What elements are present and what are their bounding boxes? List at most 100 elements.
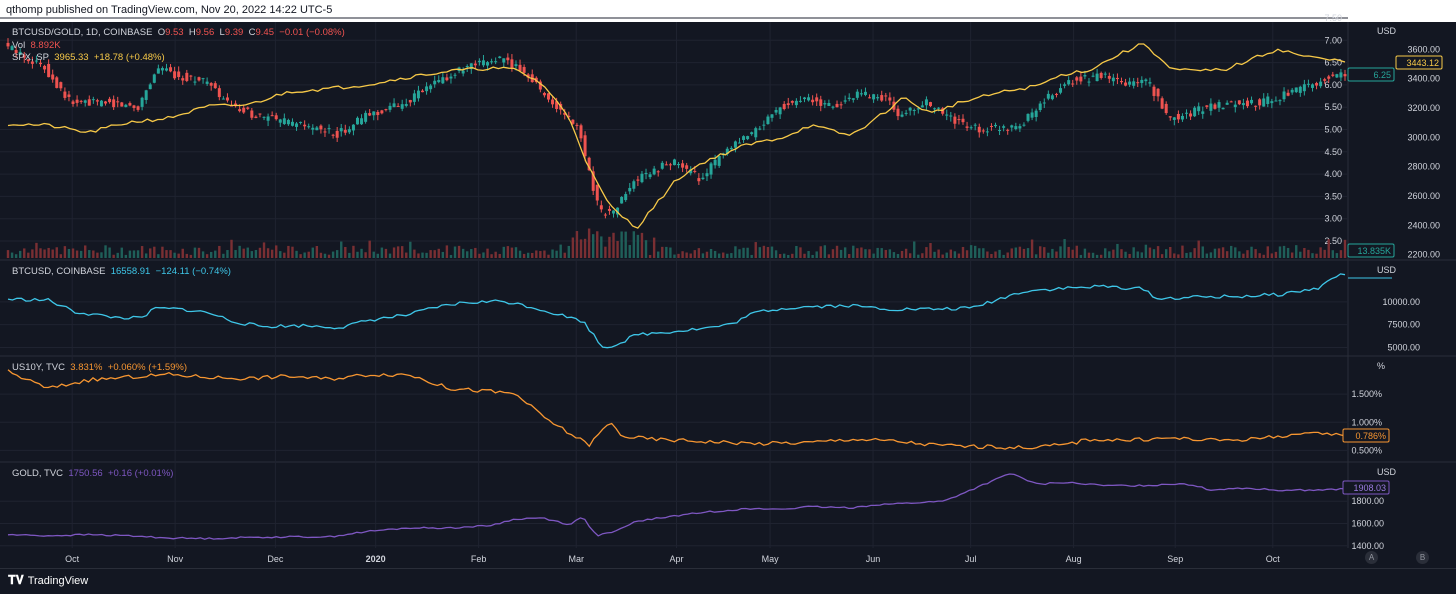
volume-bar xyxy=(937,249,940,258)
candle-body xyxy=(945,114,949,116)
volume-bar xyxy=(1160,254,1164,258)
volume-bar xyxy=(1140,252,1144,258)
volume-bar xyxy=(657,251,660,258)
volume-bar xyxy=(514,247,518,258)
volume-bar xyxy=(1246,250,1249,258)
candle-body xyxy=(1343,74,1347,77)
volume-bar xyxy=(1230,245,1233,258)
volume-bar xyxy=(1274,251,1278,258)
volume-bar xyxy=(1059,246,1062,258)
candle-body xyxy=(311,127,315,130)
volume-bar xyxy=(372,251,375,258)
candle-body xyxy=(567,115,571,118)
volume-bar xyxy=(453,246,457,258)
candle-body xyxy=(888,97,892,101)
volume-bar xyxy=(917,254,920,258)
volume-bar xyxy=(884,249,887,258)
volume-bar xyxy=(819,246,822,258)
scale-button-b[interactable]: B xyxy=(1416,551,1429,564)
candle-body xyxy=(827,102,831,106)
volume-bar xyxy=(945,252,948,258)
volume-bar xyxy=(425,252,428,258)
volume-bar xyxy=(1311,253,1314,258)
volume-bar xyxy=(1006,252,1009,258)
pane1-right-tick: 2600.00 xyxy=(1407,191,1440,201)
pane1-left-tick: 4.00 xyxy=(1324,169,1342,179)
volume-bar xyxy=(693,250,696,258)
candle-body xyxy=(1152,86,1156,96)
pane1-left-tick: 5.50 xyxy=(1324,102,1342,112)
candle-body xyxy=(689,169,693,174)
volume-bar xyxy=(848,254,851,258)
candle-body xyxy=(652,168,656,175)
volume-bar xyxy=(746,247,749,258)
candle-body xyxy=(327,128,331,130)
candle-body xyxy=(607,208,611,211)
volume-bar xyxy=(132,250,136,258)
pane1-left-tick: 3.50 xyxy=(1324,191,1342,201)
candle-body xyxy=(1229,101,1233,103)
volume-last-value-label: 13.835K xyxy=(1347,243,1395,258)
candle-body xyxy=(116,101,120,103)
volume-bar xyxy=(1205,253,1209,258)
x-axis-label: May xyxy=(762,554,780,564)
candle-body xyxy=(1327,76,1331,79)
candle-body xyxy=(1018,126,1022,129)
candle-body xyxy=(39,62,43,65)
volume-bar xyxy=(1299,251,1302,258)
scale-button-a[interactable]: A xyxy=(1365,551,1378,564)
candle-body xyxy=(343,129,347,133)
candle-body xyxy=(502,58,506,63)
x-axis-label: Jul xyxy=(965,554,977,564)
volume-bar xyxy=(1018,246,1022,258)
volume-bar xyxy=(1104,248,1107,258)
candle-body xyxy=(778,107,782,115)
candle-body xyxy=(1180,115,1184,120)
volume-bar xyxy=(620,231,623,258)
candle-body xyxy=(128,103,132,106)
candle-body xyxy=(977,126,981,133)
candle-body xyxy=(701,177,705,180)
volume-bar xyxy=(437,248,440,258)
candle-body xyxy=(798,100,802,102)
volume-bar xyxy=(1238,251,1241,258)
candle-body xyxy=(575,124,579,126)
candle-body xyxy=(429,85,433,90)
candle-body xyxy=(47,63,51,78)
candle-body xyxy=(542,93,546,96)
candle-body xyxy=(733,141,737,148)
volume-bar xyxy=(1075,245,1078,258)
volume-bar xyxy=(149,248,152,258)
pane1-unit: USD xyxy=(1377,26,1397,36)
volume-bar xyxy=(1014,247,1018,258)
volume-bar xyxy=(1258,253,1261,258)
volume-bar xyxy=(713,250,717,258)
candle-body xyxy=(140,97,144,107)
volume-bar xyxy=(616,240,619,258)
volume-bar xyxy=(738,249,741,258)
spx-last-value-label-text: 3443.12 xyxy=(1406,58,1439,68)
chart-canvas[interactable]: Oct Nov Dec 2020 Feb Mar Apr May Jun Jul Aug Sep Oct… xyxy=(0,0,1456,568)
candle-body xyxy=(262,116,266,118)
volume-bar xyxy=(287,245,290,258)
candle-body xyxy=(933,108,937,110)
spx-value: 3965.33 xyxy=(54,52,89,63)
volume-bar xyxy=(128,250,132,258)
volume-bar xyxy=(291,246,294,258)
candle-body xyxy=(1030,112,1034,118)
volume-bar xyxy=(799,247,802,258)
candle-body xyxy=(205,81,209,84)
candle-body xyxy=(697,178,701,182)
volume-bar xyxy=(998,249,1001,258)
volume-bar xyxy=(986,251,989,258)
candle-body xyxy=(1042,102,1046,104)
volume-bar xyxy=(193,247,197,258)
volume-bar xyxy=(1128,253,1131,258)
candle-body xyxy=(1241,103,1245,106)
candle-body xyxy=(376,111,380,116)
candle-body xyxy=(782,103,786,110)
volume-bar xyxy=(368,240,371,258)
volume-bar xyxy=(360,248,363,258)
tradingview-brand[interactable]: 𝐓𝐕 TradingView xyxy=(8,573,88,588)
candle-body xyxy=(335,130,339,138)
